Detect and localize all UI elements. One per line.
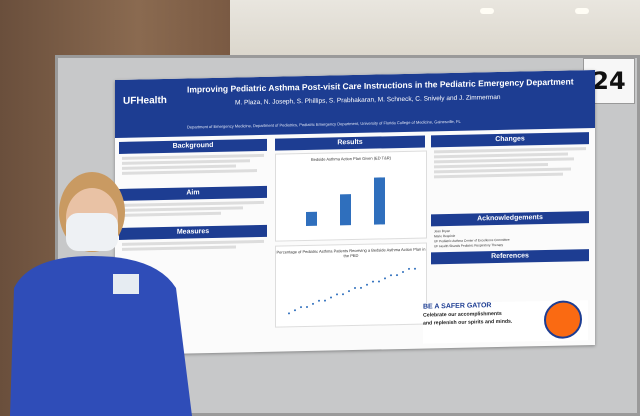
poster-affiliations: Department of Emergency Medicine, Depart…: [187, 118, 461, 130]
scatter-point: [402, 270, 404, 274]
chart-bar-label: [330, 235, 360, 236]
board-number-tag: 24: [583, 58, 635, 104]
chart-bar: [340, 194, 351, 226]
scatter-point: [294, 309, 296, 312]
scatter-point: [360, 286, 362, 289]
section-references: References: [431, 249, 589, 265]
presenter-photo: [10, 172, 192, 416]
id-badge: [113, 274, 139, 294]
section-background: Background: [119, 138, 267, 154]
scatter-point: [384, 277, 386, 280]
scatter-point: [348, 290, 350, 293]
scatter-point: [306, 305, 308, 309]
ceiling-light: [480, 8, 494, 14]
scatter-point: [312, 302, 314, 305]
chart1-title: Bedside Asthma Action Plan Given (ED T&R…: [311, 155, 391, 162]
scatter-point: [354, 286, 356, 290]
scatter-point: [414, 267, 416, 270]
chart-bar: [374, 176, 385, 225]
poster-title: Improving Pediatric Asthma Post-visit Ca…: [187, 76, 574, 95]
ceiling-light: [575, 8, 589, 14]
acknowledgements-list: Jean Bryan Marie Respinie UF Pediatric A…: [431, 226, 589, 248]
scatter-point: [408, 267, 410, 270]
section-acknowledgements: Acknowledgements: [431, 211, 589, 227]
scatter-point: [288, 312, 290, 315]
middle-column: Results Bedside Asthma Action Plan Given…: [275, 135, 427, 328]
scatter-point: [372, 280, 374, 283]
section-changes: Changes: [431, 132, 589, 148]
poster-header: UFHealth Improving Pediatric Asthma Post…: [115, 69, 595, 139]
scatter-point: [300, 306, 302, 309]
chart-bar: [306, 212, 317, 227]
scatter-point: [324, 299, 326, 302]
scatter-point: [396, 274, 398, 277]
scatter-point: [390, 274, 392, 277]
scatter-chart: Percentage of Pediatric Asthma Patients …: [275, 242, 427, 328]
bar-chart: Bedside Asthma Action Plan Given (ED T&R…: [275, 150, 427, 242]
scatter-point: [330, 296, 332, 299]
blue-scrubs: [10, 256, 192, 416]
face-mask: [66, 213, 118, 251]
section-results: Results: [275, 135, 425, 151]
chart2-title: Percentage of Pediatric Asthma Patients …: [276, 246, 426, 259]
scatter-point: [366, 283, 368, 286]
safer-gator-banner: BE A SAFER GATOR Celebrate our accomplis…: [423, 300, 588, 344]
chart-bar-label: [296, 236, 326, 237]
scatter-point: [342, 293, 344, 296]
chart-bar-label: [364, 234, 394, 235]
uf-health-logo: UFHealth: [123, 94, 167, 107]
scatter-point: [336, 293, 338, 296]
changes-text: [431, 147, 589, 214]
poster-authors: M. Plaza, N. Joseph, S. Phillips, S. Pra…: [235, 93, 501, 107]
gator-mascot-badge: [544, 300, 582, 340]
right-column: Changes Acknowledgements Jean Bryan Mari…: [431, 132, 589, 267]
scatter-point: [318, 299, 320, 302]
scatter-point: [378, 280, 380, 283]
